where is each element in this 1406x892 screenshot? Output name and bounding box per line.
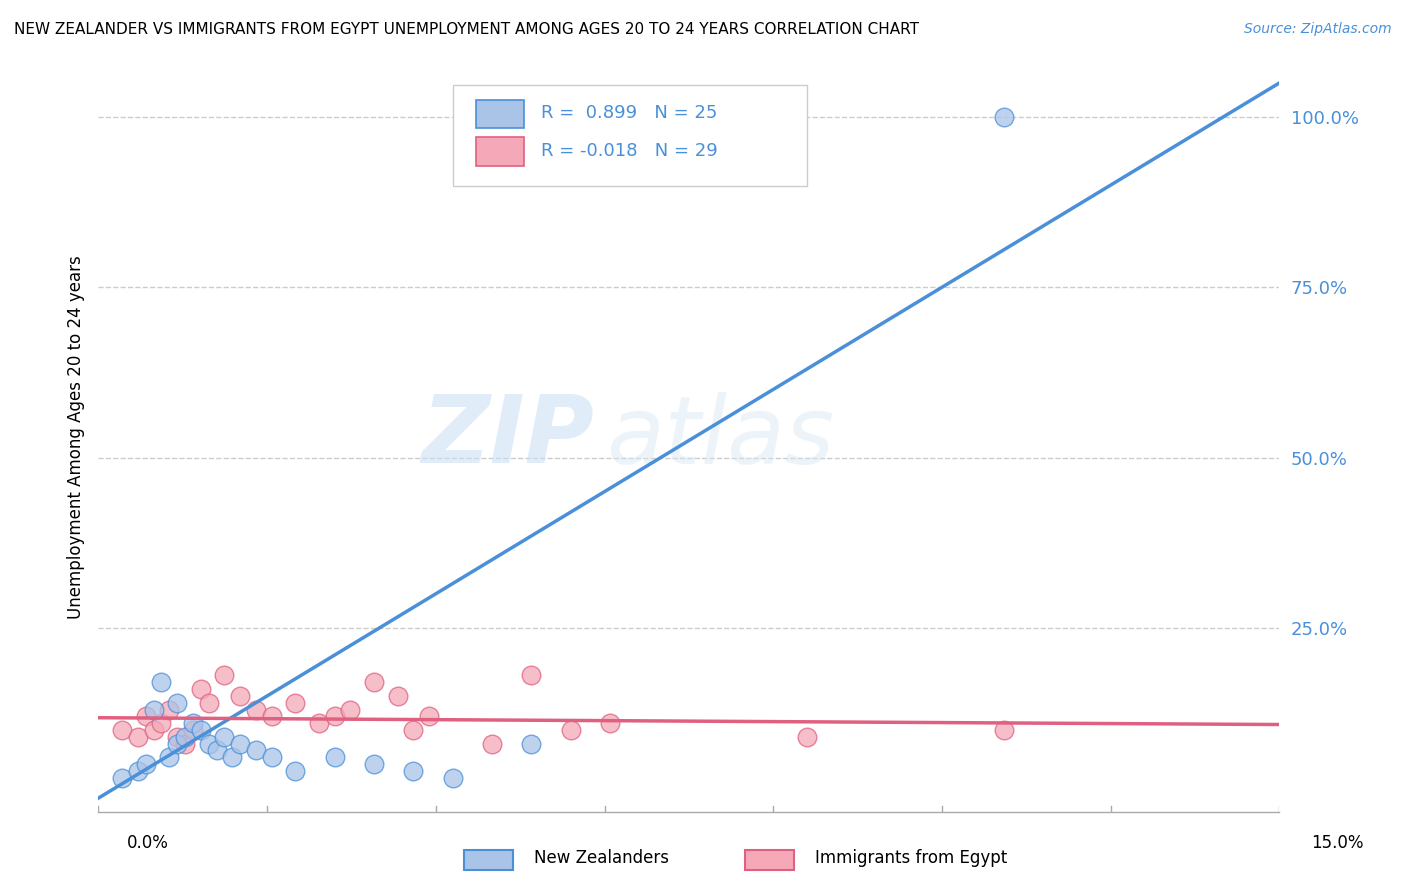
Point [181, 723, 204, 737]
Text: atlas: atlas [606, 392, 835, 483]
Point [363, 757, 385, 772]
Point [402, 764, 425, 778]
Point [284, 764, 307, 778]
Point [260, 750, 283, 764]
Point [127, 730, 149, 744]
Point [221, 750, 243, 764]
Point [993, 110, 1015, 124]
Point [323, 750, 346, 764]
FancyBboxPatch shape [453, 85, 807, 186]
Point [520, 737, 543, 751]
Point [260, 709, 283, 723]
Point [166, 730, 188, 744]
Point [157, 750, 180, 764]
Text: 15.0%: 15.0% [1312, 834, 1364, 852]
Point [402, 723, 425, 737]
Point [174, 737, 197, 751]
Point [214, 730, 236, 744]
FancyBboxPatch shape [477, 137, 523, 166]
Y-axis label: Unemployment Among Ages 20 to 24 years: Unemployment Among Ages 20 to 24 years [66, 255, 84, 619]
Text: R =  0.899   N = 25: R = 0.899 N = 25 [541, 104, 717, 122]
Point [363, 675, 385, 690]
Text: 0.0%: 0.0% [127, 834, 169, 852]
FancyBboxPatch shape [477, 100, 523, 128]
Point [520, 668, 543, 682]
Point [150, 675, 173, 690]
Point [190, 723, 212, 737]
Point [418, 709, 440, 723]
Point [245, 743, 267, 757]
Text: New Zealanders: New Zealanders [534, 849, 669, 867]
Point [174, 730, 197, 744]
Point [205, 743, 228, 757]
Point [308, 716, 330, 731]
Point [599, 716, 621, 731]
Point [245, 702, 267, 716]
Point [166, 737, 188, 751]
Text: ZIP: ZIP [422, 391, 595, 483]
Point [284, 696, 307, 710]
Point [229, 737, 252, 751]
Point [197, 737, 219, 751]
Point [387, 689, 409, 703]
Point [323, 709, 346, 723]
Point [339, 702, 361, 716]
Text: Immigrants from Egypt: Immigrants from Egypt [815, 849, 1008, 867]
Point [190, 682, 212, 697]
Point [111, 771, 134, 785]
Point [441, 771, 464, 785]
Point [197, 696, 219, 710]
Point [481, 737, 503, 751]
Point [135, 757, 157, 772]
Point [150, 716, 173, 731]
Point [166, 696, 188, 710]
Point [142, 723, 165, 737]
Text: Source: ZipAtlas.com: Source: ZipAtlas.com [1244, 22, 1392, 37]
Point [560, 723, 582, 737]
Point [127, 764, 149, 778]
Point [111, 723, 134, 737]
Point [157, 702, 180, 716]
Point [993, 723, 1015, 737]
Point [796, 730, 818, 744]
Point [142, 702, 165, 716]
Text: R = -0.018   N = 29: R = -0.018 N = 29 [541, 142, 718, 160]
Text: NEW ZEALANDER VS IMMIGRANTS FROM EGYPT UNEMPLOYMENT AMONG AGES 20 TO 24 YEARS CO: NEW ZEALANDER VS IMMIGRANTS FROM EGYPT U… [14, 22, 920, 37]
Point [181, 716, 204, 731]
Point [229, 689, 252, 703]
Point [214, 668, 236, 682]
Point [135, 709, 157, 723]
